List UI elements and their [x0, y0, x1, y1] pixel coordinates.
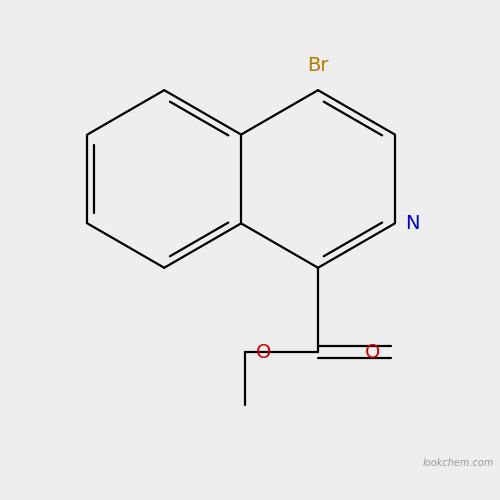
Text: O: O — [256, 342, 271, 361]
Text: N: N — [406, 214, 420, 233]
Text: Br: Br — [308, 56, 329, 75]
Text: O: O — [365, 342, 380, 361]
Text: lookchem.com: lookchem.com — [422, 458, 494, 468]
